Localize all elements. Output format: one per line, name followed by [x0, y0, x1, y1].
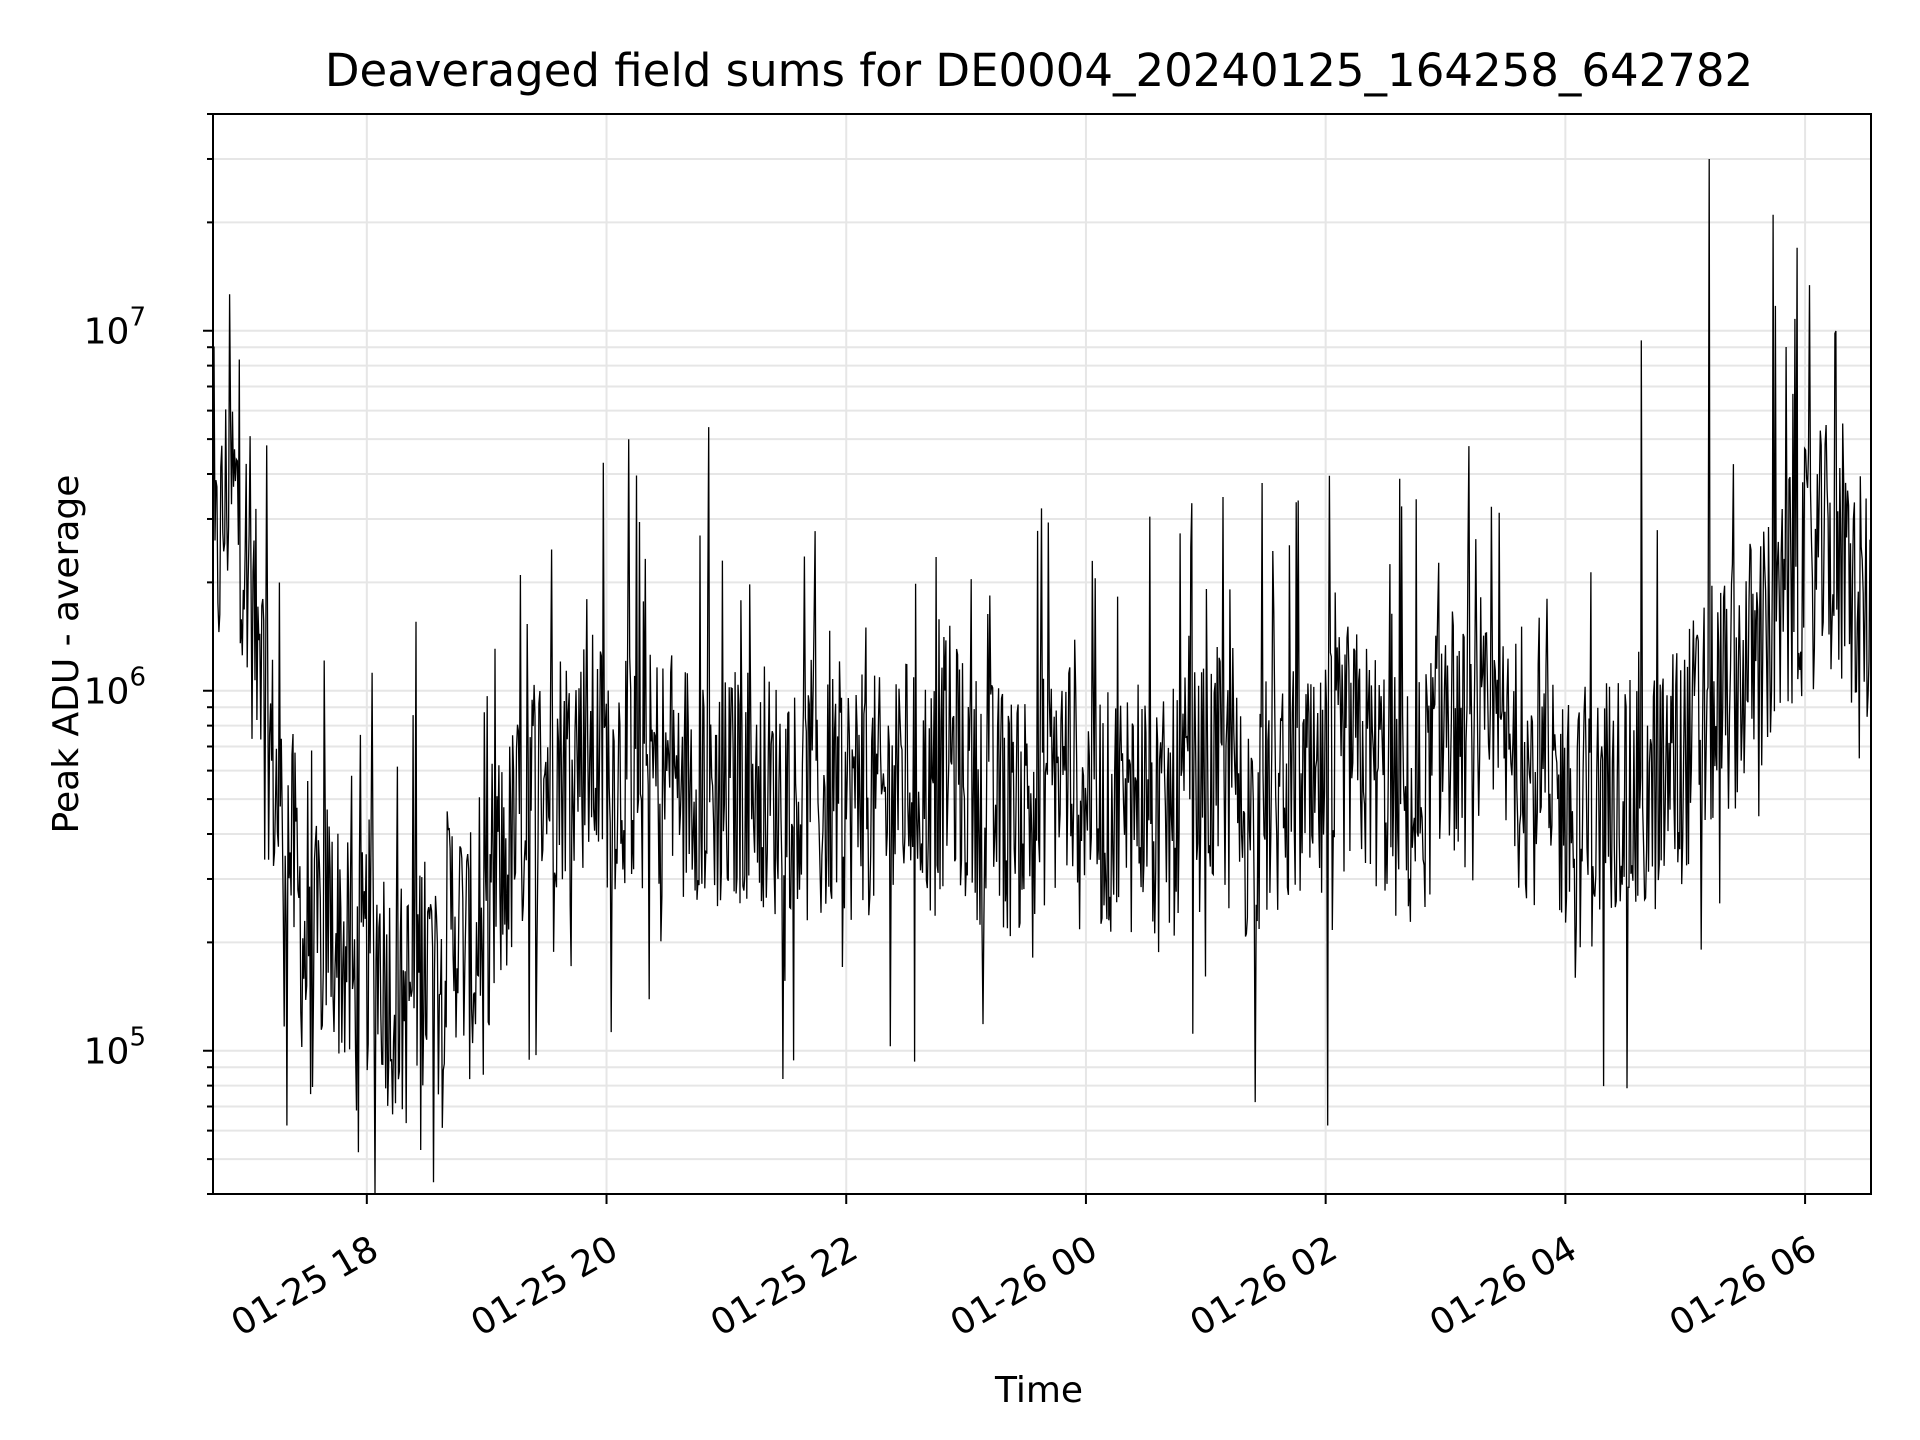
- y-axis-label: Peak ADU - average: [46, 475, 87, 834]
- plot-frame: [212, 113, 1872, 1195]
- series-layer: [212, 158, 1872, 1195]
- x-axis-label: Time: [994, 1370, 1083, 1411]
- y-tick-label: 106: [84, 663, 146, 713]
- y-tick-label: 107: [84, 303, 146, 353]
- y-tick-label: 105: [84, 1023, 146, 1073]
- chart-title: Deaveraged field sums for DE0004_2024012…: [325, 44, 1753, 97]
- series-line: [212, 158, 1872, 1195]
